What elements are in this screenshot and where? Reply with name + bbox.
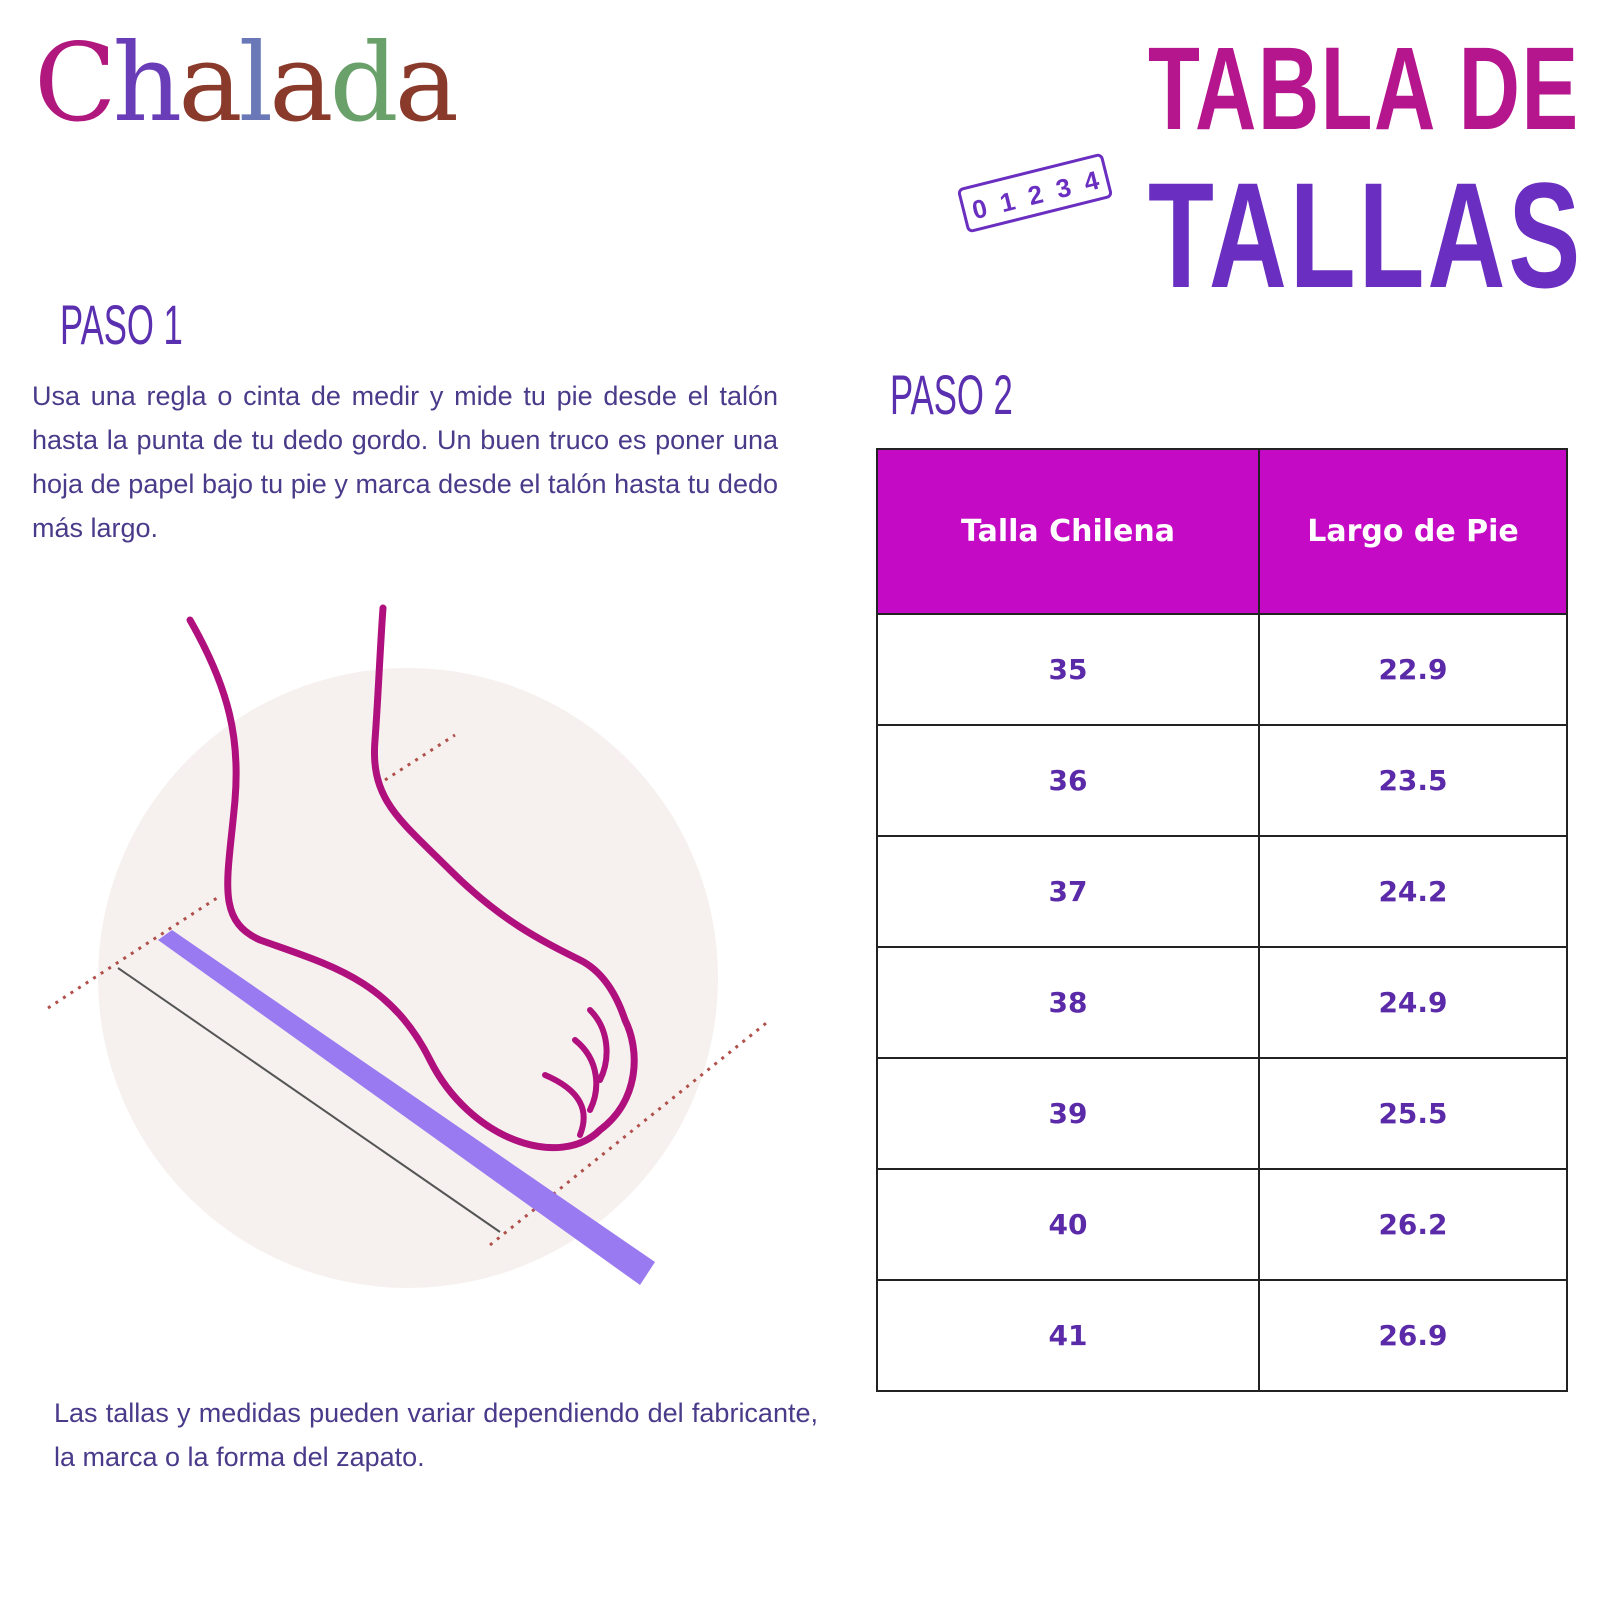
ruler-digit: 0 (968, 192, 991, 226)
background-circle (98, 668, 718, 1288)
foot-length-cell: 24.2 (1258, 835, 1568, 948)
foot-length-cell: 23.5 (1258, 724, 1568, 837)
dotted-guide (489, 1018, 771, 1247)
page-title: TABLA DE TALLAS (1148, 23, 1584, 319)
ruler (158, 930, 655, 1285)
logo-letter: l (238, 21, 273, 146)
table-row: 36 23.5 (876, 724, 1568, 837)
disclaimer-note: Las tallas y medidas pueden variar depen… (54, 1398, 818, 1472)
foot-measure-illustration (47, 604, 771, 1288)
table-row: 41 26.9 (876, 1279, 1568, 1392)
ruler-digit: 3 (1052, 171, 1075, 205)
logo-letter: h (112, 21, 183, 146)
brand-logo: Chalada (34, 21, 459, 146)
header-largo-de-pie: Largo de Pie (1258, 448, 1568, 615)
table-row: 40 26.2 (876, 1168, 1568, 1281)
ruler-digit: 1 (996, 185, 1019, 219)
foot-length-cell: 25.5 (1258, 1057, 1568, 1170)
size-cell: 35 (876, 613, 1260, 726)
table-row: 38 24.9 (876, 946, 1568, 1059)
logo-letter: a (269, 21, 333, 146)
logo-letter: a (178, 21, 242, 146)
title-line-1: TABLA DE (1148, 23, 1580, 155)
measure-arrow (117, 967, 501, 1233)
dotted-guide (47, 894, 221, 1010)
title-line-2: TALLAS (1148, 151, 1584, 319)
size-cell: 39 (876, 1057, 1260, 1170)
toe-lines (542, 1007, 610, 1138)
table-row: 35 22.9 (876, 613, 1568, 726)
step1-text: Usa una regla o cinta de medir y mide tu… (32, 381, 778, 543)
logo-letter: C (34, 21, 117, 146)
size-table: Talla Chilena Largo de Pie 35 22.9 36 23.5 3… (876, 448, 1568, 1392)
logo-letter: a (394, 21, 459, 146)
logo-letter: d (329, 21, 399, 146)
ruler-digit: 2 (1024, 178, 1047, 212)
size-cell: 40 (876, 1168, 1260, 1281)
step2-heading: PASO 2 (890, 363, 1013, 426)
size-cell: 36 (876, 724, 1260, 837)
size-cell: 41 (876, 1279, 1260, 1392)
ruler-digit: 4 (1080, 164, 1102, 198)
foot-length-cell: 22.9 (1258, 613, 1568, 726)
table-header-row: Talla Chilena Largo de Pie (876, 448, 1568, 615)
size-cell: 37 (876, 835, 1260, 948)
step1-heading: PASO 1 (60, 293, 183, 356)
table-row: 37 24.2 (876, 835, 1568, 948)
ruler-icon: 0 1 2 3 4 (956, 152, 1114, 234)
size-cell: 38 (876, 946, 1260, 1059)
header-talla-chilena: Talla Chilena (876, 448, 1260, 615)
foot-length-cell: 24.9 (1258, 946, 1568, 1059)
foot-outline (186, 604, 638, 1152)
foot-length-cell: 26.2 (1258, 1168, 1568, 1281)
foot-length-cell: 26.9 (1258, 1279, 1568, 1392)
table-row: 39 25.5 (876, 1057, 1568, 1170)
